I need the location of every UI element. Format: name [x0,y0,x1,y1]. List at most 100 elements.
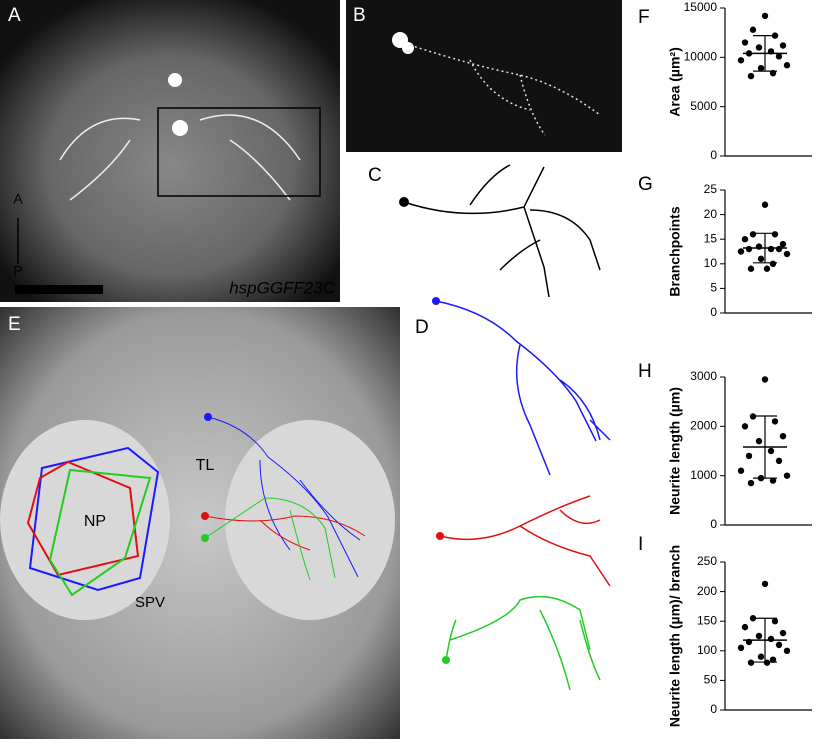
y-tick-label: 0 [710,702,717,716]
panel-label: H [638,361,652,382]
neuron-trace [445,595,601,691]
panel-label: D [415,317,429,338]
data-point [755,632,763,640]
panel-label: E [8,314,21,335]
data-point [771,418,779,425]
y-tick-label: 5000 [690,99,717,113]
soma [201,534,209,542]
y-tick-label: 200 [697,584,717,598]
data-point [783,250,791,258]
soma [402,42,414,54]
data-point [769,477,777,484]
data-point [747,265,755,272]
data-point [737,57,745,64]
data-point [783,647,791,654]
soma [168,73,182,87]
data-point [769,656,777,663]
data-point [775,457,783,465]
data-point [779,629,787,637]
data-point [779,240,787,248]
data-point [767,635,775,643]
panel-b-image [346,0,622,152]
anterior-label: A [13,191,23,207]
data-point [749,26,757,33]
y-tick-label: 250 [697,554,717,568]
data-point [767,447,775,455]
outline-blue [28,446,160,592]
data-point [741,423,749,430]
data-point [749,231,757,238]
data-point [757,255,765,263]
neuron-trace [204,497,336,581]
outline-green [48,468,152,597]
data-point [779,433,787,440]
y-tick-label: 10000 [684,50,718,64]
y-tick-label: 100 [697,643,717,657]
data-point [783,62,791,69]
data-point [763,265,771,272]
y-tick-label: 20 [704,207,718,221]
inset-box [157,107,321,197]
line-label: hspGGFF23C [229,278,336,297]
y-axis-label: Neurite length (µm)/ branch [667,545,683,727]
y-tick-label: 5 [710,281,717,295]
data-point [745,245,753,253]
y-tick-label: 1000 [690,468,717,482]
panel-a-image [0,0,340,302]
data-point [783,472,791,479]
y-tick-label: 0 [710,305,717,319]
data-point [755,437,763,445]
y-axis-label: Neurite length (µm) [667,387,683,515]
panel-label: B [353,5,366,26]
data-point [747,72,755,80]
region-label: TL [196,457,215,474]
data-point [775,245,783,253]
soma [201,512,209,520]
panel-label: F [638,7,650,28]
data-point [769,260,777,267]
y-tick-label: 50 [704,673,718,687]
data-point [761,201,769,208]
y-tick-label: 150 [697,613,717,627]
y-tick-label: 10 [704,256,718,270]
outline-red [26,460,140,577]
neurites [409,44,601,136]
posterior-label: P [13,263,22,279]
data-point [761,376,769,383]
neuron-trace [439,495,611,587]
region-label: NP [84,513,106,530]
data-point [741,39,749,46]
y-axis-label: Area (µm²) [667,47,683,117]
y-tick-label: 15 [704,231,718,245]
data-point [761,580,769,588]
data-point [767,245,775,253]
neuron-trace [435,300,611,476]
data-point [757,653,765,660]
y-tick-label: 3000 [690,369,717,383]
data-point [775,53,783,60]
neurites [59,114,301,201]
y-axis-label: Branchpoints [667,206,683,296]
data-point [771,618,779,625]
data-point [741,236,749,243]
y-tick-label: 0 [710,148,717,162]
panel-label: I [638,534,643,555]
data-point [755,44,763,51]
soma [204,413,212,421]
data-point [737,644,745,652]
y-tick-label: 15000 [684,0,718,14]
data-point [761,12,769,20]
data-point [757,64,765,72]
panel-label: A [8,5,21,26]
tectum [225,420,395,620]
data-point [779,42,787,49]
data-point [745,452,753,460]
panel-label: G [638,174,653,195]
soma [172,120,188,136]
y-tick-label: 2000 [690,419,717,433]
data-point [741,623,749,631]
scale-bar [15,285,103,294]
neuron-trace [207,416,361,578]
y-tick-label: 25 [704,182,718,196]
